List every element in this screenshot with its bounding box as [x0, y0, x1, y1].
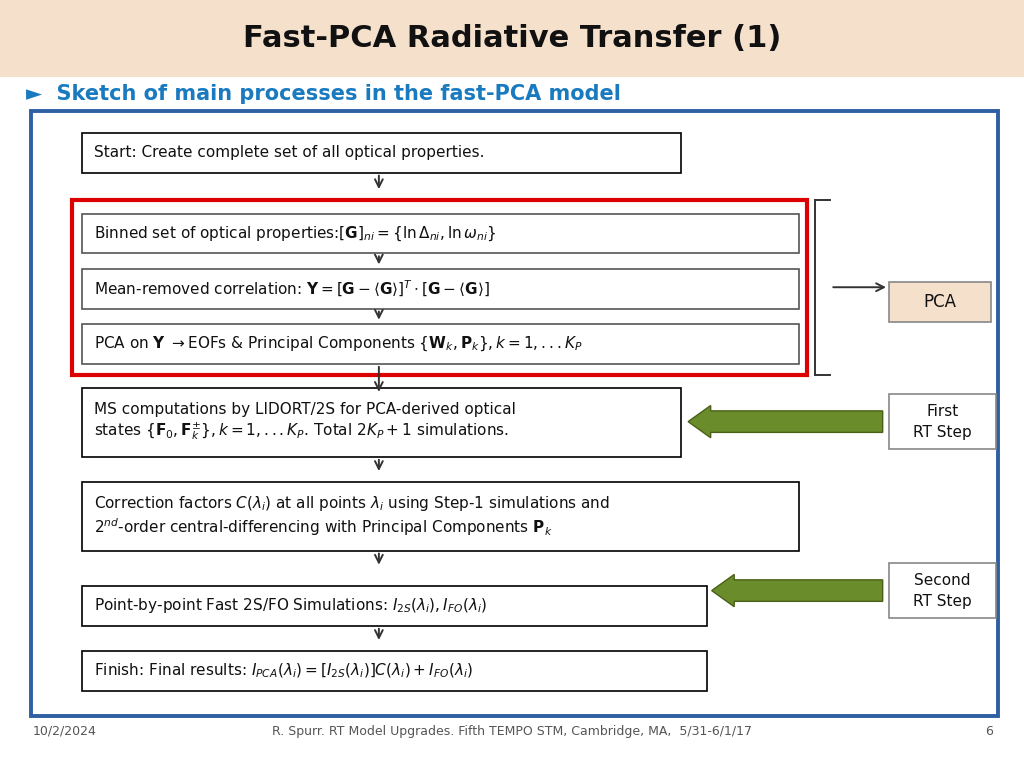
Text: ►  Sketch of main processes in the fast-PCA model: ► Sketch of main processes in the fast-P… — [26, 84, 621, 104]
Text: Mean-removed correlation: $\mathbf{Y} = [\mathbf{G} - \langle\mathbf{G}\rangle]^: Mean-removed correlation: $\mathbf{Y} = … — [94, 279, 490, 299]
FancyBboxPatch shape — [82, 133, 681, 173]
Text: 10/2/2024: 10/2/2024 — [33, 725, 96, 737]
FancyArrow shape — [712, 574, 883, 607]
Text: Start: Create complete set of all optical properties.: Start: Create complete set of all optica… — [94, 145, 484, 161]
Text: PCA on $\mathbf{Y}$ $\rightarrow$EOFs & Principal Components $\{\mathbf{W}_k, \m: PCA on $\mathbf{Y}$ $\rightarrow$EOFs & … — [94, 335, 583, 353]
FancyBboxPatch shape — [889, 394, 996, 449]
Text: PCA: PCA — [924, 293, 956, 311]
Text: MS computations by LIDORT/2S for PCA-derived optical
states $\{\mathbf{F}_0, \ma: MS computations by LIDORT/2S for PCA-der… — [94, 402, 516, 442]
Text: Finish: Final results: $I_{PCA}(\lambda_i) = [I_{2S}(\lambda_i)]C(\lambda_i) +I_: Finish: Final results: $I_{PCA}(\lambda_… — [94, 662, 473, 680]
Text: Binned set of optical properties:$[\mathbf{G}]_{ni} = \{\ln \Delta_{ni}, \ln \om: Binned set of optical properties:$[\math… — [94, 224, 497, 243]
Text: Point-by-point Fast 2S/FO Simulations: $I_{2S}(\lambda_i), I_{FO}(\lambda_i)$: Point-by-point Fast 2S/FO Simulations: $… — [94, 597, 487, 615]
FancyBboxPatch shape — [889, 563, 996, 618]
Text: Second
RT Step: Second RT Step — [913, 573, 972, 608]
Text: Correction factors $C(\lambda_i)$ at all points $\lambda_i$ using Step-1 simulat: Correction factors $C(\lambda_i)$ at all… — [94, 494, 610, 538]
FancyArrow shape — [688, 406, 883, 438]
FancyBboxPatch shape — [82, 482, 799, 551]
FancyBboxPatch shape — [31, 111, 998, 716]
Bar — [0, 0, 1024, 77]
Text: R. Spurr. RT Model Upgrades. Fifth TEMPO STM, Cambridge, MA,  5/31-6/1/17: R. Spurr. RT Model Upgrades. Fifth TEMPO… — [272, 725, 752, 737]
FancyBboxPatch shape — [82, 324, 799, 364]
FancyBboxPatch shape — [889, 282, 991, 322]
FancyBboxPatch shape — [82, 214, 799, 253]
FancyBboxPatch shape — [82, 586, 707, 626]
FancyBboxPatch shape — [82, 269, 799, 309]
FancyBboxPatch shape — [82, 651, 707, 691]
Text: First
RT Step: First RT Step — [913, 404, 972, 439]
FancyBboxPatch shape — [82, 388, 681, 457]
Text: 6: 6 — [985, 725, 993, 737]
Text: Fast-PCA Radiative Transfer (1): Fast-PCA Radiative Transfer (1) — [243, 24, 781, 53]
